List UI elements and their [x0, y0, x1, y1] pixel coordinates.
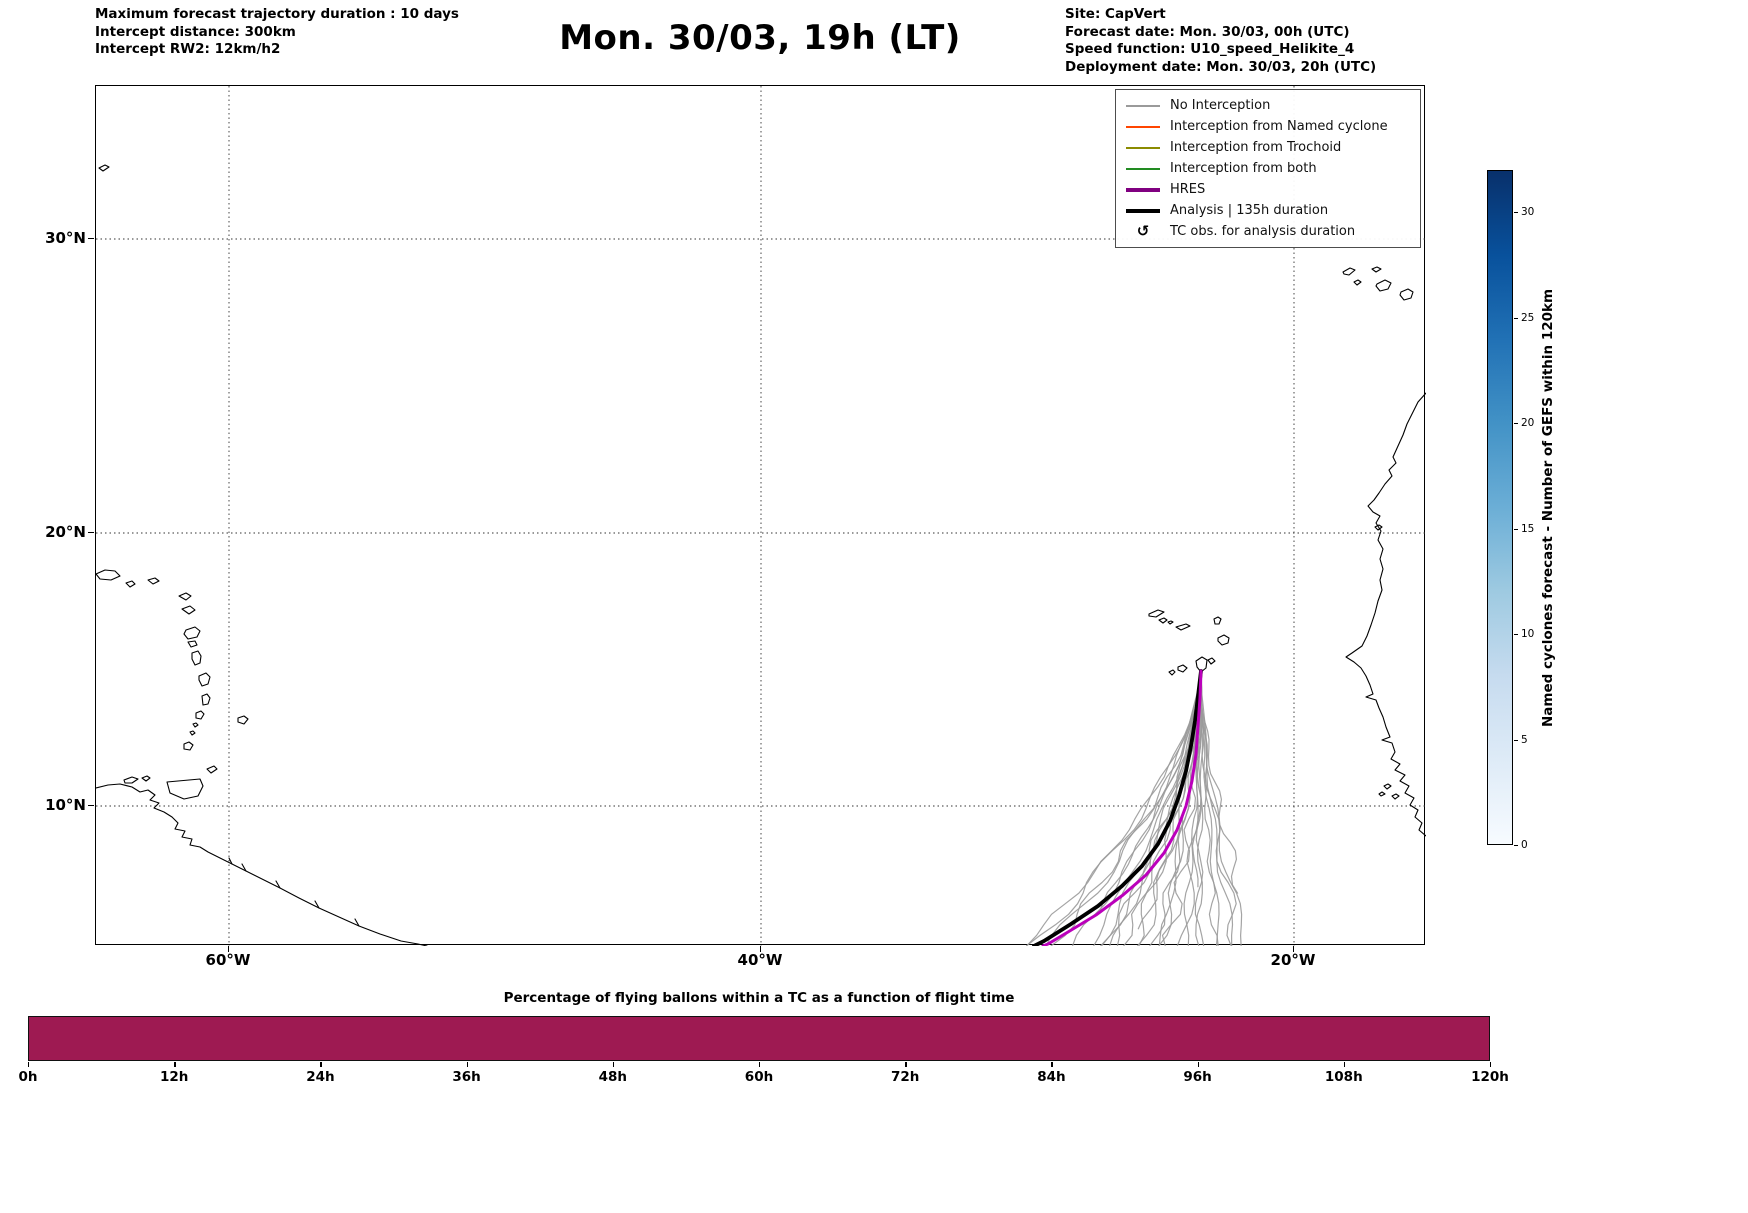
header-left-line: Intercept RW2: 12km/h2: [95, 41, 281, 57]
page-title: Mon. 30/03, 19h (LT): [559, 18, 961, 58]
strip-tick-mark: [466, 1062, 468, 1067]
strip-tick-label: 36h: [452, 1069, 481, 1085]
strip-tick-mark: [28, 1062, 30, 1067]
strip-tick-label: 60h: [744, 1069, 774, 1085]
colorbar-tick-label: 25: [1521, 311, 1535, 324]
colorbar-tick-mark: [1514, 423, 1518, 425]
strip-tick-label: 24h: [306, 1069, 335, 1085]
map-legend: No Interception Interception from Named c…: [1115, 89, 1421, 248]
legend-label: Analysis | 135h duration: [1170, 203, 1329, 218]
strip-tick-label: 96h: [1183, 1069, 1212, 1085]
colorbar-tick-mark: [1514, 845, 1518, 846]
legend-label: Interception from Named cyclone: [1170, 119, 1388, 134]
legend-line-sample: [1126, 208, 1160, 213]
colorbar-tick-label: 20: [1521, 417, 1535, 430]
strip-tick-mark: [1197, 1062, 1199, 1067]
lon-tick-label: 20°W: [1270, 951, 1316, 969]
legend-line-sample: [1126, 187, 1160, 192]
colorbar-tick-label: 5: [1521, 733, 1528, 746]
legend-label: Interception from both: [1170, 161, 1317, 176]
trajectories-ensemble: [1025, 670, 1243, 946]
header-right-block: Site: CapVert Forecast date: Mon. 30/03,…: [1065, 6, 1376, 76]
strip-tick-mark: [174, 1062, 176, 1067]
lat-tick-label: 30°N: [45, 229, 86, 247]
legend-item: HRES: [1116, 179, 1420, 200]
colorbar-tick-label: 15: [1521, 522, 1535, 535]
lat-tick-mark: [88, 532, 94, 534]
map-plot: No Interception Interception from Named c…: [95, 85, 1426, 946]
lon-tick-label: 60°W: [205, 951, 251, 969]
strip-tick-label: 12h: [159, 1069, 189, 1085]
legend-label: TC obs. for analysis duration: [1170, 224, 1356, 239]
colorbar-tick-mark: [1514, 634, 1518, 636]
legend-item: Analysis | 135h duration: [1116, 200, 1420, 221]
strip-tick-mark: [1343, 1062, 1346, 1067]
strip-chart-title: Percentage of flying ballons within a TC…: [503, 990, 1015, 1006]
trajectory-analysis: [1032, 669, 1203, 946]
strip-tick-mark: [612, 1062, 615, 1067]
legend-item: Interception from Named cyclone: [1116, 116, 1420, 137]
strip-tick-label: 108h: [1324, 1069, 1363, 1085]
trajectory-hres: [1041, 669, 1203, 946]
strip-tick-label: 120h: [1471, 1069, 1509, 1085]
colorbar-tick-mark: [1514, 212, 1518, 214]
lon-tick-label: 40°W: [737, 951, 783, 969]
colorbar-tick-mark: [1514, 317, 1518, 319]
legend-line-sample: [1126, 146, 1160, 149]
colorbar-tick-label: 0: [1521, 839, 1528, 851]
header-left-line: Maximum forecast trajectory duration : 1…: [95, 6, 459, 22]
header-right-line: Speed function: U10_speed_Helikite_4: [1065, 41, 1355, 57]
legend-item: No Interception: [1116, 95, 1420, 116]
legend-label: Interception from Trochoid: [1170, 140, 1342, 155]
legend-label: HRES: [1170, 182, 1206, 197]
lon-tick-mark: [760, 946, 762, 952]
coastlines: [96, 164, 1426, 946]
colorbar-tick-label: 30: [1521, 206, 1535, 219]
tc-obs-icon: ↺: [1136, 222, 1150, 240]
lat-tick-label: 10°N: [45, 796, 86, 814]
strip-chart-bar: [28, 1016, 1490, 1061]
legend-line-sample: [1126, 167, 1160, 170]
lat-tick-label: 20°N: [45, 523, 86, 541]
lon-tick-mark: [228, 946, 230, 952]
header-right-line: Deployment date: Mon. 30/03, 20h (UTC): [1065, 58, 1377, 75]
lon-tick-mark: [1293, 946, 1295, 952]
strip-tick-mark: [1051, 1062, 1053, 1067]
strip-tick-mark: [905, 1062, 907, 1067]
strip-tick-label: 48h: [598, 1069, 627, 1085]
legend-line-sample: [1126, 104, 1160, 107]
legend-item: Interception from both: [1116, 158, 1420, 179]
colorbar-tick-label: 10: [1521, 628, 1535, 641]
lat-tick-mark: [88, 238, 94, 240]
strip-tick-label: 84h: [1037, 1069, 1066, 1085]
legend-item: ↺ TC obs. for analysis duration: [1116, 221, 1420, 242]
header-right-line: Site: CapVert: [1065, 6, 1166, 22]
colorbar-tick-mark: [1514, 528, 1518, 530]
header-right-line: Forecast date: Mon. 30/03, 00h (UTC): [1065, 23, 1350, 40]
legend-label: No Interception: [1170, 98, 1271, 113]
strip-tick-mark: [759, 1062, 761, 1067]
map-canvas: [96, 86, 1426, 946]
colorbar-label: Named cyclones forecast - Number of GEFS…: [1540, 288, 1556, 727]
strip-tick-label: 0h: [18, 1069, 38, 1085]
colorbar-tick-mark: [1514, 739, 1518, 741]
header-left-line: Intercept distance: 300km: [95, 23, 296, 40]
strip-tick-mark: [320, 1062, 322, 1067]
colorbar: [1487, 170, 1513, 845]
strip-tick-label: 72h: [890, 1069, 920, 1085]
legend-item: Interception from Trochoid: [1116, 137, 1420, 158]
strip-tick-mark: [1490, 1062, 1492, 1067]
lat-tick-mark: [88, 805, 94, 807]
header-left-block: Maximum forecast trajectory duration : 1…: [95, 6, 459, 59]
legend-line-sample: [1126, 125, 1160, 128]
